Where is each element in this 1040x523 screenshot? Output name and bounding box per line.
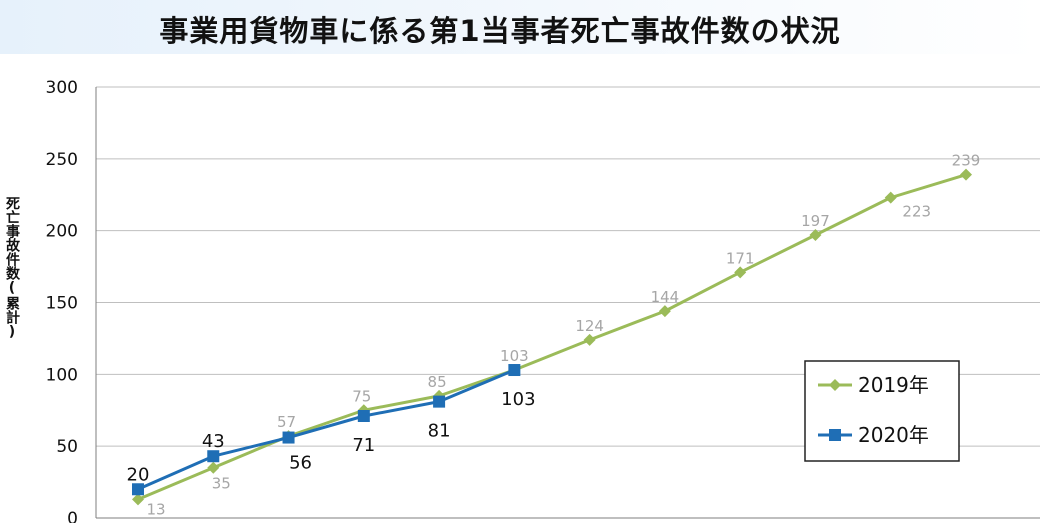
data-label-2019-2: 57 [277, 413, 296, 431]
data-label-2019-11: 239 [952, 152, 981, 170]
marker-2020-3 [357, 409, 370, 422]
data-label-2019-4: 85 [428, 373, 447, 391]
data-label-2019-7: 144 [651, 288, 680, 306]
marker-2020-4 [433, 395, 446, 408]
y-tick-label-300: 300 [46, 78, 78, 98]
y-tick-label-150: 150 [46, 294, 78, 314]
marker-2019-8 [734, 266, 747, 279]
y-tick-label-200: 200 [46, 222, 78, 242]
data-label-2019-1: 35 [212, 475, 231, 493]
marker-2020-0 [132, 483, 144, 496]
y-tick-label-100: 100 [46, 365, 78, 385]
title-bar [0, 0, 1040, 54]
data-label-2020-5: 103 [501, 389, 535, 410]
data-label-2020-1: 43 [202, 431, 225, 452]
legend-box [804, 360, 960, 462]
legend-label-0: 2019年 [858, 373, 929, 397]
marker-2019-10 [884, 191, 897, 204]
marker-2020-2 [282, 431, 295, 444]
data-label-2019-8: 171 [726, 249, 755, 267]
data-label-2019-5: 103 [500, 347, 529, 365]
legend-marker-1 [829, 429, 841, 441]
data-label-2020-0: 20 [127, 464, 150, 485]
data-labels: 13 35 57 75 85 103 124 144 171 197 223 239 20 43 56 71 8… [127, 152, 981, 519]
marker-2019-6 [583, 333, 596, 346]
legend-label-1: 2020年 [858, 423, 929, 447]
data-label-2020-3: 71 [352, 435, 375, 456]
chart-title: 事業用貨物車に係る第1当事者死亡事故件数の状況 [159, 14, 841, 48]
legend-marker-0 [829, 379, 841, 391]
y-ticks: 0 50 100 150 200 250 300 [46, 78, 78, 523]
data-label-2019-3: 75 [352, 387, 371, 405]
data-label-2019-10: 223 [902, 203, 931, 221]
marker-2019-0 [132, 493, 144, 506]
marker-2019-1 [207, 461, 220, 474]
axes [95, 87, 1040, 519]
y-tick-label-250: 250 [46, 150, 78, 170]
y-axis-label: 死亡事故件数(累計) [4, 196, 20, 340]
marker-2020-5 [508, 364, 521, 377]
data-label-2019-6: 124 [575, 317, 604, 335]
legend: 2019年 2020年 [804, 360, 960, 462]
data-label-2019-0: 13 [146, 500, 165, 518]
marker-2019-11 [960, 168, 972, 181]
marker-2020-1 [207, 450, 220, 463]
y-tick-label-0: 0 [67, 509, 78, 523]
data-label-2019-9: 197 [801, 212, 830, 230]
series-lines [137, 173, 967, 501]
series-markers [132, 168, 972, 506]
data-label-2020-2: 56 [289, 453, 312, 474]
marker-2019-7 [658, 305, 671, 318]
data-label-2020-4: 81 [428, 421, 451, 442]
marker-2019-9 [809, 228, 822, 241]
series-line-2020 [137, 368, 515, 491]
y-tick-label-50: 50 [56, 437, 78, 457]
